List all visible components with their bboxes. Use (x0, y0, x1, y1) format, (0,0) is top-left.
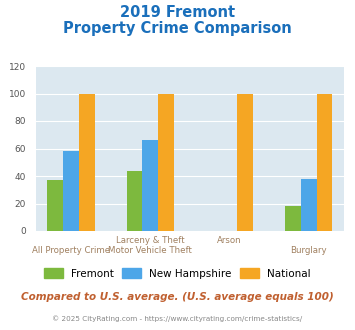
Text: Larceny & Theft: Larceny & Theft (116, 236, 185, 245)
Text: Compared to U.S. average. (U.S. average equals 100): Compared to U.S. average. (U.S. average … (21, 292, 334, 302)
Bar (63, 151, 79, 231)
Text: Arson: Arson (217, 236, 242, 245)
Bar (127, 171, 142, 231)
Bar (142, 140, 158, 231)
Bar (158, 93, 174, 231)
Text: 2019 Fremont: 2019 Fremont (120, 5, 235, 20)
Text: Burglary: Burglary (290, 246, 327, 255)
Text: Motor Vehicle Theft: Motor Vehicle Theft (108, 246, 192, 255)
Text: Property Crime Comparison: Property Crime Comparison (63, 21, 292, 36)
Bar (285, 206, 301, 231)
Text: All Property Crime: All Property Crime (32, 246, 110, 255)
Bar (237, 93, 253, 231)
Legend: Fremont, New Hampshire, National: Fremont, New Hampshire, National (40, 264, 315, 283)
Bar (79, 93, 95, 231)
Text: © 2025 CityRating.com - https://www.cityrating.com/crime-statistics/: © 2025 CityRating.com - https://www.city… (53, 315, 302, 322)
Bar (47, 180, 63, 231)
Bar (317, 93, 333, 231)
Bar (301, 179, 317, 231)
